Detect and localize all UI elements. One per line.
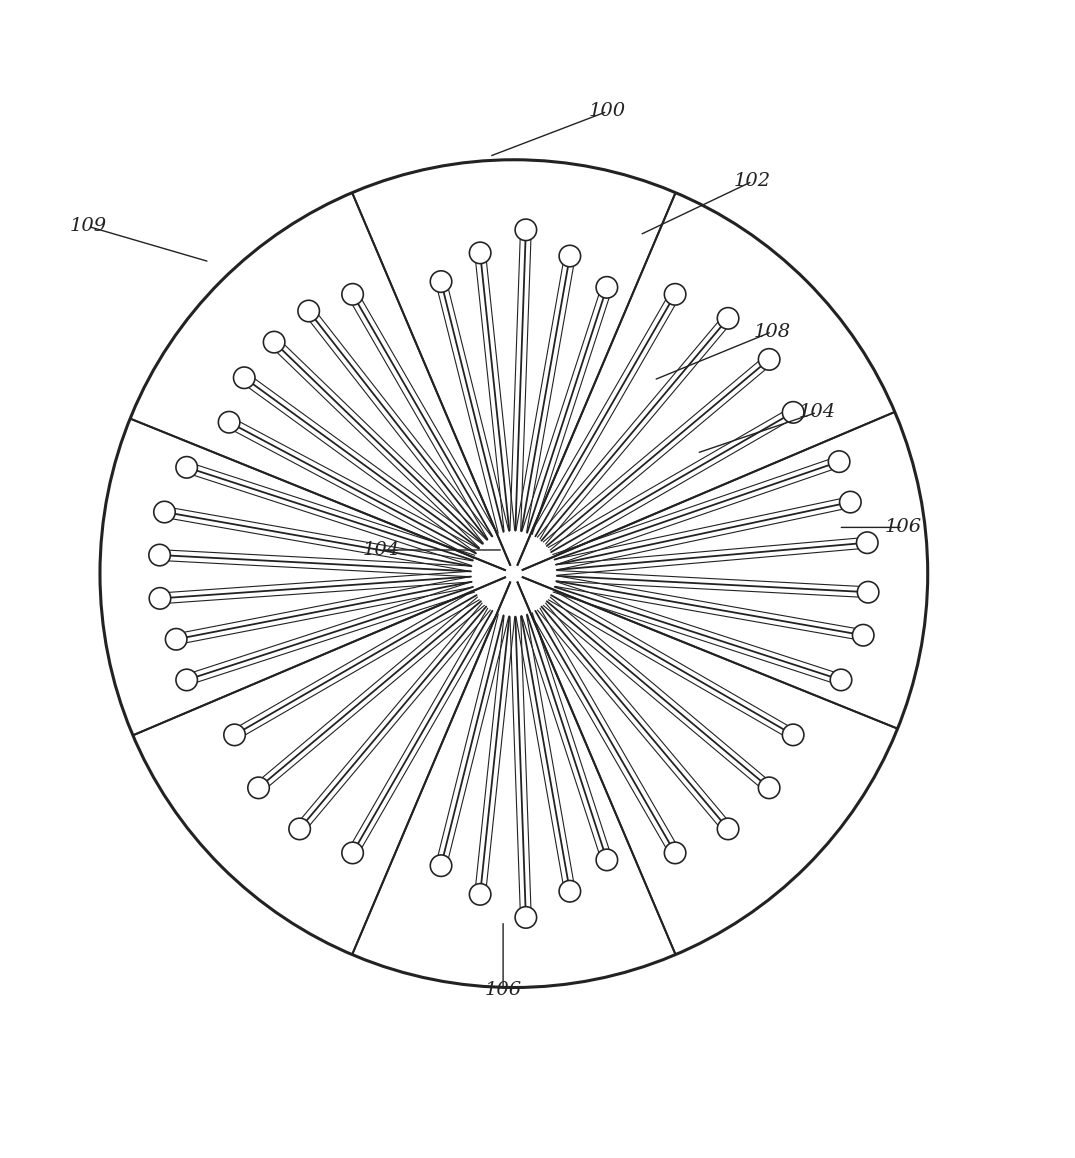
Circle shape	[176, 669, 198, 690]
Circle shape	[166, 629, 187, 650]
Circle shape	[717, 819, 739, 840]
Circle shape	[857, 532, 878, 554]
Text: 102: 102	[734, 173, 771, 190]
Text: 106: 106	[885, 519, 921, 536]
Text: 109: 109	[70, 218, 106, 235]
Text: 108: 108	[754, 323, 790, 340]
Circle shape	[717, 308, 739, 329]
Circle shape	[840, 491, 861, 513]
Circle shape	[430, 271, 451, 292]
Circle shape	[664, 842, 686, 864]
Circle shape	[224, 724, 245, 746]
Circle shape	[263, 331, 285, 353]
Circle shape	[515, 219, 536, 241]
Circle shape	[664, 284, 686, 305]
Circle shape	[783, 402, 804, 423]
Circle shape	[148, 544, 170, 566]
Circle shape	[342, 842, 363, 864]
Circle shape	[342, 284, 363, 305]
Circle shape	[559, 880, 580, 902]
Circle shape	[597, 277, 618, 298]
Circle shape	[515, 907, 536, 929]
Circle shape	[470, 242, 491, 264]
Circle shape	[430, 855, 451, 877]
Circle shape	[218, 411, 240, 433]
Circle shape	[176, 456, 198, 478]
Circle shape	[830, 669, 851, 690]
Circle shape	[783, 724, 804, 746]
Circle shape	[559, 245, 580, 266]
Circle shape	[858, 581, 879, 603]
Circle shape	[829, 450, 850, 472]
Circle shape	[298, 300, 319, 322]
Circle shape	[289, 819, 311, 840]
Circle shape	[233, 367, 255, 388]
Text: 106: 106	[485, 981, 521, 998]
Text: 104: 104	[363, 541, 400, 559]
Circle shape	[852, 624, 874, 646]
Circle shape	[758, 349, 779, 371]
Circle shape	[758, 777, 779, 799]
Circle shape	[149, 587, 171, 609]
Circle shape	[248, 777, 270, 799]
Circle shape	[470, 884, 491, 906]
Circle shape	[597, 849, 618, 871]
Circle shape	[154, 501, 175, 522]
Text: 100: 100	[589, 102, 626, 120]
Text: 104: 104	[799, 403, 835, 422]
